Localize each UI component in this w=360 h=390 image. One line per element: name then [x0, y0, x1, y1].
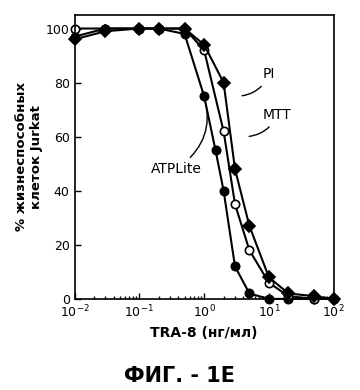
Text: PI: PI [242, 67, 275, 96]
X-axis label: TRA-8 (нг/мл): TRA-8 (нг/мл) [150, 326, 258, 340]
Text: MTT: MTT [249, 108, 291, 136]
Text: ФИГ. - 1E: ФИГ. - 1E [125, 366, 235, 386]
Text: ATPLite: ATPLite [151, 90, 207, 176]
Y-axis label: % жизнеспособных
клеток Jurkat: % жизнеспособных клеток Jurkat [15, 82, 43, 231]
